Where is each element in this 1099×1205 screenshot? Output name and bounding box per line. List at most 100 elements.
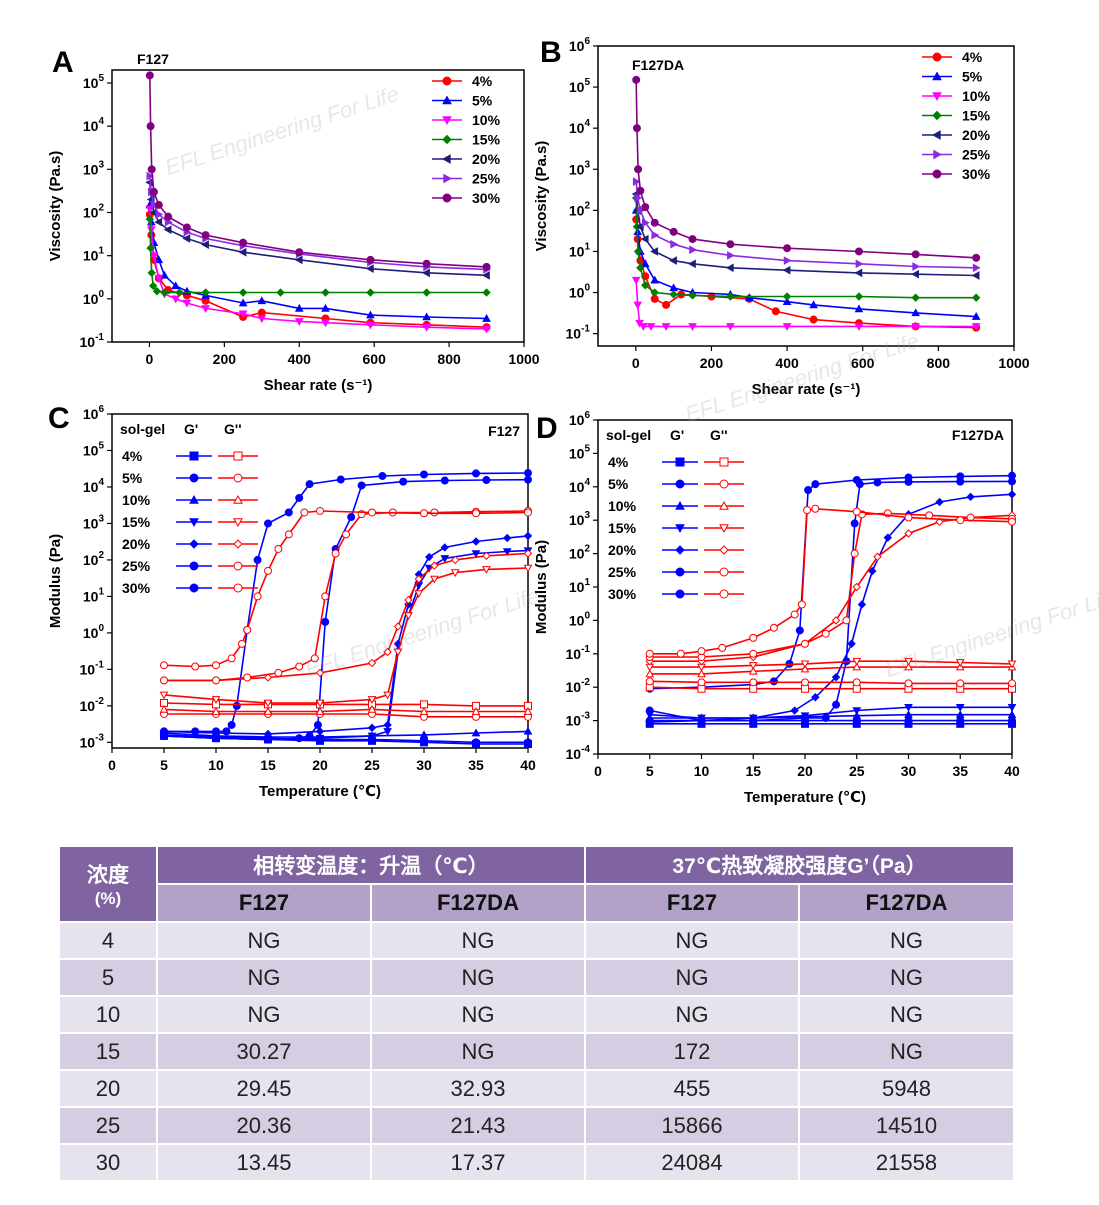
x-tick-label: 800 — [437, 351, 461, 367]
y-axis-label: Modulus (Pa) — [47, 534, 64, 628]
data-point — [243, 626, 252, 635]
data-point — [726, 240, 735, 249]
data-point — [911, 308, 921, 317]
data-point — [430, 508, 439, 517]
data-point — [227, 654, 236, 663]
series-line — [163, 510, 529, 668]
data-point — [637, 206, 645, 215]
data-point — [523, 564, 533, 573]
data-point — [524, 738, 532, 747]
data-table: 浓度 (%) 相转变温度：升温（℃） 37℃热致凝胶强度G’（Pa） F127 … — [58, 845, 1015, 1182]
y-tick-label: 105 — [83, 440, 105, 458]
data-point — [632, 124, 641, 133]
data-point — [645, 669, 655, 678]
legend-marker — [442, 193, 452, 203]
data-point — [238, 639, 246, 648]
legend-marker — [675, 589, 685, 599]
data-point — [718, 643, 727, 652]
panel-letter: D — [536, 412, 558, 445]
table-cell: NG — [584, 958, 800, 997]
data-point — [160, 727, 168, 736]
y-tick-label: 103 — [569, 159, 591, 177]
data-point — [971, 312, 981, 320]
data-point — [634, 165, 643, 174]
data-point — [640, 234, 649, 244]
table-cell: NG — [370, 1032, 586, 1071]
data-point — [852, 657, 862, 666]
legend-label: 15% — [962, 108, 991, 124]
corner-line2: (%) — [94, 889, 122, 908]
legend-marker — [932, 92, 942, 102]
data-point — [1007, 660, 1017, 669]
table-cell: 4 — [58, 921, 158, 960]
data-point — [904, 710, 913, 719]
legend-header: G'' — [710, 427, 728, 443]
table-cell: NG — [798, 958, 1015, 997]
legend-label: 20% — [472, 151, 501, 167]
data-point — [801, 713, 809, 722]
data-point — [669, 256, 677, 265]
data-point — [956, 516, 965, 525]
data-point — [854, 323, 864, 331]
series-line — [149, 182, 487, 277]
sub-header: F127DA — [370, 883, 586, 923]
table-cell: NG — [798, 1032, 1015, 1071]
data-point — [873, 478, 882, 487]
data-point — [502, 548, 512, 557]
data-point — [749, 716, 758, 725]
y-tick-label: 101 — [569, 241, 591, 259]
data-point — [274, 544, 283, 553]
data-point — [422, 268, 430, 278]
series-g-5- — [645, 677, 1016, 688]
data-point — [315, 699, 325, 708]
data-point — [342, 530, 350, 539]
legend-marker — [189, 539, 199, 549]
data-point — [367, 696, 377, 704]
data-point — [854, 304, 864, 313]
plot-frame — [597, 45, 1015, 347]
data-point — [238, 247, 247, 257]
legend-marker — [233, 539, 243, 549]
legend-label: 4% — [122, 448, 143, 464]
y-tick-label: 10-3 — [80, 732, 105, 750]
data-point — [154, 217, 163, 227]
table-row: 10 NG NG NG NG — [58, 995, 1015, 1034]
legend-marker — [933, 149, 943, 160]
data-point — [393, 648, 403, 657]
data-point — [450, 569, 460, 578]
data-point — [321, 319, 330, 328]
data-point — [911, 293, 920, 302]
legend-marker — [233, 561, 243, 571]
data-point — [803, 506, 812, 515]
legend-marker — [719, 524, 729, 534]
panel-letter: C — [48, 402, 70, 435]
panel-letter: B — [540, 36, 562, 69]
legend-marker — [441, 154, 451, 164]
data-point — [804, 486, 813, 495]
data-point — [201, 305, 210, 313]
legend-marker — [675, 545, 685, 555]
y-tick-label: 100 — [569, 283, 591, 301]
data-point — [440, 543, 450, 552]
data-point — [523, 531, 533, 541]
y-tick-label: 10-4 — [566, 744, 591, 762]
data-point — [502, 533, 512, 543]
series-15- — [145, 214, 491, 297]
data-point — [797, 600, 806, 609]
data-point — [264, 735, 272, 744]
data-point — [378, 471, 387, 480]
chart-title: F127 — [137, 51, 169, 67]
data-point — [809, 300, 818, 309]
x-axis-label: Temperature (℃) — [259, 783, 381, 800]
data-point — [646, 323, 656, 331]
data-point — [393, 622, 403, 631]
table-cell: NG — [370, 958, 586, 997]
legend-marker — [442, 134, 452, 145]
legend-marker — [233, 518, 243, 528]
data-point — [257, 308, 266, 317]
data-point — [239, 238, 248, 247]
data-point — [212, 727, 220, 736]
x-tick-label: 20 — [312, 757, 328, 773]
y-tick-label: 101 — [83, 586, 105, 604]
x-axis-label: Shear rate (s⁻¹) — [264, 377, 373, 394]
